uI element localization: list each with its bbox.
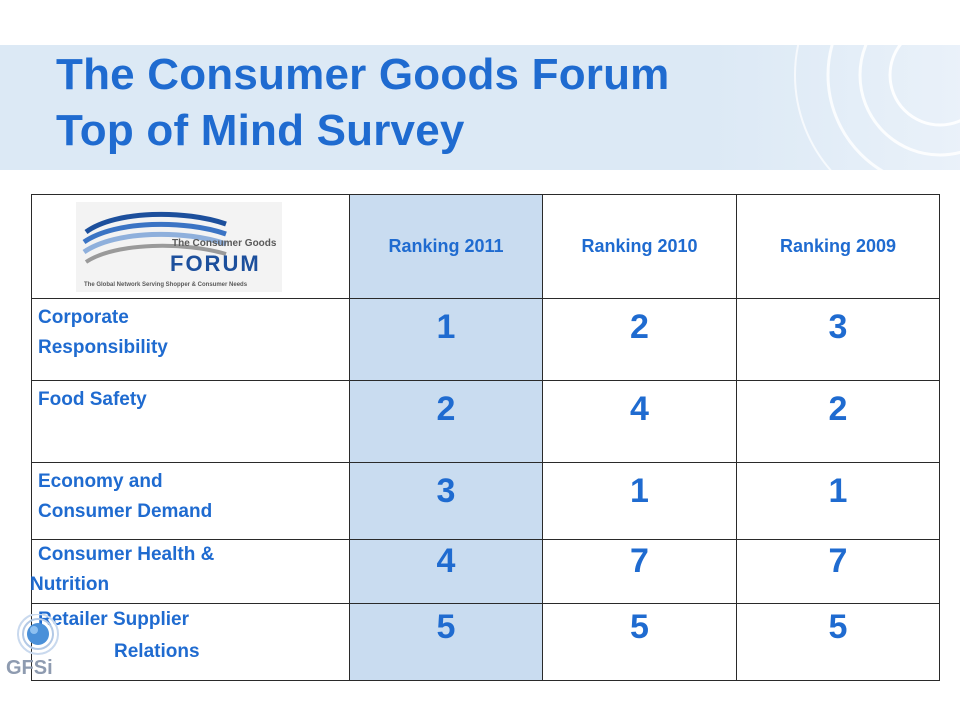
rank-2010-cell: 2 (542, 298, 737, 381)
header-ranking-2011: Ranking 2011 (349, 194, 543, 299)
row-label-consumer-health-nutrition: Consumer Health & Nutrition (30, 539, 350, 604)
rank-2011-cell: 3 (349, 462, 543, 540)
page-title: The Consumer Goods Forum Top of Mind Sur… (56, 47, 670, 159)
title-band (0, 45, 960, 170)
gfsi-logo-icon: GFSi (6, 614, 59, 679)
table-row: Food Safety 2 4 2 (31, 380, 940, 463)
rank-2011-cell: 4 (349, 539, 543, 604)
decorative-arcs-icon (794, 45, 960, 170)
row-label-food-safety: Food Safety (31, 380, 350, 463)
logo-line-2: FORUM (170, 251, 261, 276)
rank-2009-cell: 5 (736, 603, 940, 681)
rank-2011-cell: 1 (349, 298, 543, 381)
title-line-1: The Consumer Goods Forum (56, 50, 670, 99)
row-label-economy-consumer-demand: Economy and Consumer Demand (31, 462, 350, 540)
rank-2010-cell: 7 (542, 539, 737, 604)
logo-tagline: The Global Network Serving Shopper & Con… (84, 282, 248, 288)
rank-2009-cell: 1 (736, 462, 940, 540)
row-label-retailer-supplier-relations: Retailer Supplier Relations (31, 603, 350, 681)
rank-2010-cell: 5 (542, 603, 737, 681)
consumer-goods-forum-logo-cell: The Consumer Goods FORUM The Global Netw… (31, 194, 350, 299)
title-line-2: Top of Mind Survey (56, 106, 465, 155)
rank-2010-cell: 1 (542, 462, 737, 540)
table-row: Corporate Responsibility 1 2 3 (31, 298, 940, 381)
table-row: Economy and Consumer Demand 3 1 1 (31, 462, 940, 540)
table-header-row: The Consumer Goods FORUM The Global Netw… (31, 194, 940, 299)
rank-2009-cell: 3 (736, 298, 940, 381)
rank-2010-cell: 4 (542, 380, 737, 463)
row-label-corporate-responsibility: Corporate Responsibility (31, 298, 350, 381)
consumer-goods-forum-logo: The Consumer Goods FORUM The Global Netw… (76, 201, 282, 292)
header-ranking-2009: Ranking 2009 (736, 194, 940, 299)
ranking-table: The Consumer Goods FORUM The Global Netw… (30, 194, 940, 681)
rank-2009-cell: 2 (736, 380, 940, 463)
title-band-fade (710, 45, 960, 170)
table-row: Retailer Supplier Relations 5 5 5 (31, 603, 940, 681)
header-ranking-2010: Ranking 2010 (542, 194, 737, 299)
table-row: Consumer Health & Nutrition 4 7 7 (30, 539, 940, 604)
logo-line-1: The Consumer Goods (172, 238, 277, 249)
rank-2011-cell: 2 (349, 380, 543, 463)
rank-2011-cell: 5 (349, 603, 543, 681)
gfsi-logo-text: GFSi (6, 657, 53, 679)
rank-2009-cell: 7 (736, 539, 940, 604)
